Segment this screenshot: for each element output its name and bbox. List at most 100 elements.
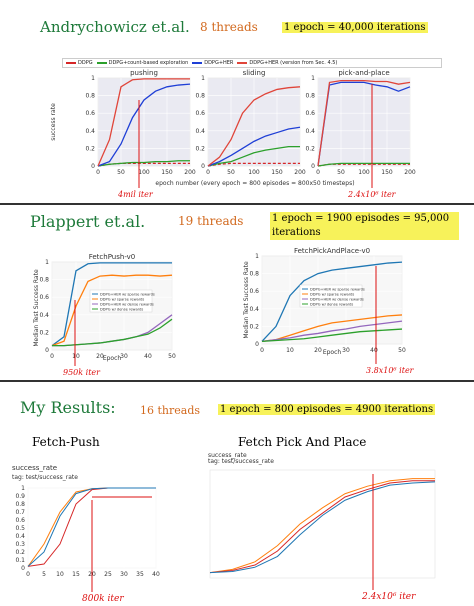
y-tick-label: 0.8 — [305, 93, 315, 100]
y-tick-label: 0.2 — [195, 145, 205, 152]
divider-1 — [0, 203, 474, 205]
threads-16: 16 threads — [140, 404, 201, 417]
y-tick-label: 0 — [255, 341, 259, 348]
y-tick-label: 0.9 — [15, 493, 25, 500]
x-tick-label: 50 — [337, 169, 345, 176]
y-axis-label-s2b: Median Test Success Rate — [243, 261, 250, 339]
y-tick-label: 0.8 — [195, 93, 205, 100]
x-tick-label: 40 — [370, 347, 378, 354]
x-tick-label: 0 — [316, 169, 320, 176]
threads-19: 19 threads — [178, 214, 244, 228]
series-line — [207, 145, 300, 167]
annotation-pick-1: 2.4x10⁶ iter — [348, 190, 396, 199]
tb-title-pick: success_rate — [208, 452, 247, 459]
annotation-push-2: 950k iter — [63, 368, 100, 377]
x-axis-label-s1: epoch number (every epoch = 800 episodes… — [155, 180, 354, 187]
y-tick-label: 0.2 — [39, 329, 49, 336]
panel-title: FetchPickAndPlace-v0 — [294, 247, 370, 255]
y-tick-label: 0 — [311, 163, 315, 170]
series-line — [51, 274, 173, 347]
label-fetch-push: Fetch-Push — [32, 435, 100, 449]
epoch-note-2: 1 epoch = 1900 episodes = 95,000 iterati… — [270, 212, 459, 240]
x-tick-label: 15 — [72, 571, 80, 578]
series-line — [207, 86, 301, 167]
y-tick-label: 0.8 — [15, 501, 25, 508]
x-tick-label: 40 — [152, 571, 160, 578]
legend-entry: DDPG+HER (version from Sec. 4.5) — [237, 60, 337, 66]
series-line — [317, 162, 410, 167]
y-tick-label: 0.1 — [15, 557, 25, 564]
x-tick-label: 10 — [286, 347, 294, 354]
y-tick-label: 0.2 — [15, 549, 25, 556]
series-line — [27, 487, 156, 567]
y-tick-label: 0.4 — [15, 533, 25, 540]
series-line — [51, 262, 172, 347]
x-tick-label: 20 — [314, 347, 322, 354]
x-tick-label: 30 — [120, 571, 128, 578]
y-tick-label: 0.8 — [249, 271, 259, 278]
x-tick-label: 50 — [398, 347, 406, 354]
x-tick-label: 0 — [50, 353, 54, 360]
y-tick-label: 0.2 — [249, 323, 259, 330]
y-tick-label: 0 — [91, 163, 95, 170]
y-tick-label: 0.4 — [195, 128, 205, 135]
legend-entry: DDPG+HER — [192, 60, 233, 66]
x-tick-label: 200 — [404, 169, 416, 176]
x-tick-label: 150 — [381, 169, 393, 176]
y-tick-label: 1 — [45, 259, 49, 266]
panel-title: pushing — [130, 69, 158, 77]
x-tick-label: 40 — [144, 353, 152, 360]
series-line — [97, 160, 190, 167]
panel-title: sliding — [243, 69, 266, 77]
legend-box — [89, 289, 153, 313]
x-tick-label: 30 — [120, 353, 128, 360]
annotation-pick-3: 2.4x10⁶ iter — [362, 592, 416, 602]
author-plappert: Plappert et.al. — [30, 212, 146, 231]
y-tick-label: 0.2 — [305, 145, 315, 152]
x-tick-label: 10 — [56, 571, 64, 578]
x-axis-label-s2b: Epoch — [323, 349, 342, 356]
x-tick-label: 10 — [72, 353, 80, 360]
x-tick-label: 150 — [271, 169, 283, 176]
y-tick-label: 0.3 — [15, 541, 25, 548]
series-line — [209, 480, 435, 574]
x-tick-label: 50 — [117, 169, 125, 176]
y-tick-label: 0.4 — [249, 306, 259, 313]
series-line — [97, 78, 190, 167]
annotation-push-3: 800k iter — [82, 594, 124, 604]
y-tick-label: 0.8 — [85, 93, 95, 100]
author-andrychowicz: Andrychowicz et.al. — [40, 18, 190, 36]
x-tick-label: 0 — [26, 571, 30, 578]
y-tick-label: 0.4 — [305, 128, 315, 135]
y-tick-label: 1 — [21, 485, 25, 492]
x-tick-label: 150 — [161, 169, 173, 176]
x-tick-label: 50 — [227, 169, 235, 176]
y-tick-label: 0 — [45, 347, 49, 354]
legend-label: DDPG+HER w/ sparse rewards — [310, 288, 365, 292]
legend-section1: DDPG DDPG+count-based exploration DDPG+HER… — [62, 58, 442, 68]
series-line — [261, 328, 403, 343]
series-line — [207, 162, 300, 167]
y-axis-label-s1: success rate — [50, 103, 57, 141]
series-line — [97, 83, 191, 167]
y-tick-label: 0.6 — [305, 110, 315, 117]
series-line — [209, 478, 435, 574]
panel-title: pick-and-place — [338, 69, 389, 77]
legend-label: DDPG w/ dense rewards — [310, 303, 353, 307]
y-tick-label: 0.4 — [85, 128, 95, 135]
series-line — [52, 318, 173, 347]
tb-title-push: success_rate — [12, 464, 57, 472]
legend-entry: DDPG+count-based exploration — [96, 60, 188, 66]
legend-label: DDPG+HER w/ dense rewards — [310, 298, 364, 302]
legend-label: DDPG w/ sparse rewards — [100, 298, 144, 302]
x-tick-label: 0 — [206, 169, 210, 176]
x-tick-label: 200 — [184, 169, 196, 176]
y-tick-label: 0.6 — [249, 288, 259, 295]
x-tick-label: 20 — [96, 353, 104, 360]
y-tick-label: 0.6 — [85, 110, 95, 117]
legend-box — [299, 284, 363, 308]
y-tick-label: 0 — [201, 163, 205, 170]
y-tick-label: 1 — [255, 253, 259, 260]
divider-2 — [0, 380, 474, 382]
